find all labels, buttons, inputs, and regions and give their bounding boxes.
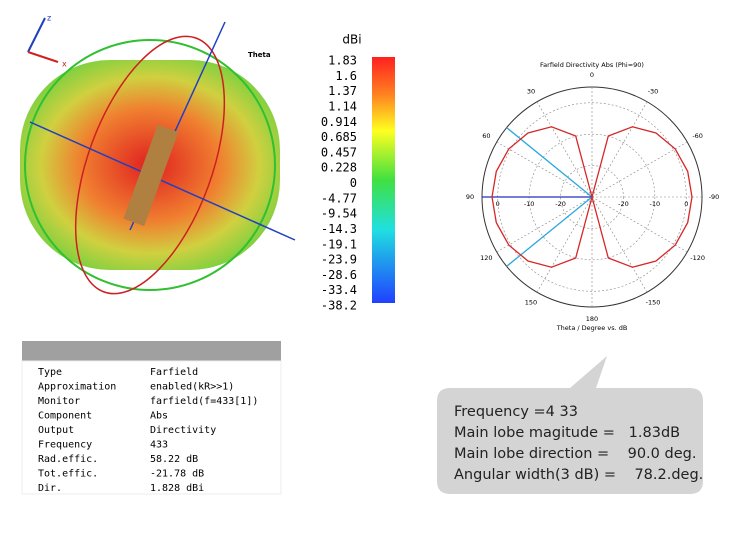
property-value: enabled(kR>>1) — [150, 382, 234, 393]
grid-ring — [560, 165, 624, 229]
polar-chart: Farfield Directivity Abs (Phi=90) Theta … — [466, 61, 719, 332]
grid-spoke — [536, 196, 593, 293]
callout-line: Main lobe magitude = 1.83dB — [454, 425, 680, 441]
property-key: Output — [38, 425, 74, 436]
axis-icon — [27, 17, 46, 53]
property-key: Dir. — [38, 483, 62, 494]
colorbar-tick-label: -33.4 — [321, 283, 357, 297]
callout: Frequency =4 33 Main lobe magitude = 1.83… — [437, 356, 703, 494]
x-axis-label: Theta / Degree vs. dB — [556, 324, 628, 332]
angle-tick-label: -30 — [648, 87, 659, 95]
pattern-curve — [491, 126, 693, 268]
axis-label: Theta — [248, 51, 271, 59]
colorbar-tick-label: 0.457 — [321, 145, 357, 159]
grid-spoke — [591, 196, 648, 293]
r-tick-label: -20 — [618, 200, 629, 208]
grid-spoke — [591, 141, 688, 198]
colorbar-tick-label: -19.1 — [321, 237, 357, 251]
angle-tick-label: -150 — [646, 299, 661, 307]
property-table: Type Farfield Approximation enabled(kR>>1) M… — [21, 341, 282, 495]
colorbar-tick-label: -9.54 — [321, 207, 357, 221]
colorbar-tick-label: -38.2 — [321, 299, 357, 313]
callout-line: Frequency =4 33 — [454, 404, 578, 420]
callout-bubble — [437, 356, 703, 494]
grid-spoke — [591, 196, 688, 253]
chart-title: Farfield Directivity Abs (Phi=90) — [540, 61, 644, 69]
property-value: 433 — [150, 440, 168, 451]
angle-tick-label: -60 — [692, 132, 703, 140]
property-key: Approximation — [38, 382, 116, 393]
axis-icon — [27, 51, 59, 63]
colorbar-tick-label: 0.914 — [321, 115, 357, 129]
grid-spoke — [591, 101, 648, 198]
colorbar-tick-label: -4.77 — [321, 191, 357, 205]
grid-spoke — [496, 196, 593, 253]
r-tick-label: -10 — [650, 200, 661, 208]
colorbar-scale — [372, 57, 395, 303]
callout-line: Main lobe direction = 90.0 deg. — [454, 446, 696, 462]
property-value: Directivity — [150, 425, 216, 436]
property-value: -21.78 dB — [150, 469, 204, 480]
colorbar-tick-label: 1.37 — [328, 84, 357, 98]
angle-tick-label: 0 — [590, 71, 594, 79]
angle-tick-label: 150 — [525, 299, 537, 307]
angle-tick-label: 60 — [482, 132, 490, 140]
property-value: farfield(f=433[1]) — [150, 396, 258, 407]
colorbar-tick-label: 0 — [350, 176, 357, 190]
axis — [29, 121, 296, 241]
colorbar-tick-label: -28.6 — [321, 268, 357, 282]
angle-tick-label: -90 — [709, 193, 720, 201]
property-key: Frequency — [38, 440, 92, 451]
colorbar-unit: dBi — [342, 33, 361, 47]
colorbar-tick-label: -14.3 — [321, 222, 357, 236]
property-key: Monitor — [38, 396, 80, 407]
colorbar-tick-label: 1.83 — [328, 54, 357, 68]
property-value: Farfield — [150, 367, 198, 378]
colorbar-tick-label: 0.228 — [321, 161, 357, 175]
property-value: 58.22 dB — [150, 454, 198, 465]
direction-marker — [506, 196, 593, 267]
axis-label: x — [62, 60, 67, 69]
r-tick-label: 0 — [684, 200, 688, 208]
r-tick-label: -10 — [524, 200, 535, 208]
angle-tick-label: -120 — [690, 254, 705, 262]
angle-tick-label: 90 — [466, 193, 474, 201]
grid-spoke — [536, 101, 593, 198]
colorbar-tick-label: 1.6 — [335, 69, 357, 83]
angle-tick-label: 180 — [586, 315, 598, 323]
r-tick-label: 0 — [496, 200, 500, 208]
property-key: Rad.effic. — [38, 454, 98, 465]
property-key: Tot.effic. — [38, 469, 98, 480]
property-key: Type — [38, 367, 62, 378]
table-body — [21, 360, 282, 495]
table-header — [22, 341, 281, 361]
colorbar-tick-label: 1.14 — [328, 99, 357, 113]
angle-tick-label: 120 — [480, 254, 492, 262]
angle-tick-label: 30 — [527, 87, 535, 95]
property-key: Component — [38, 411, 92, 422]
property-value: Abs — [150, 411, 168, 422]
grid-spoke — [496, 141, 593, 198]
callout-line: Angular width(3 dB) = 78.2.deg. — [454, 467, 703, 483]
grid-ring — [497, 102, 687, 292]
colorbar-tick-label: 0.685 — [321, 130, 357, 144]
colorbar-tick-label: -23.9 — [321, 253, 357, 267]
property-value: 1.828 dBi — [150, 483, 204, 494]
ring — [74, 35, 226, 295]
3d-render: z x Theta — [20, 14, 296, 295]
ring — [24, 39, 276, 291]
antenna — [123, 124, 179, 227]
direction-marker — [506, 127, 593, 198]
axis-label: z — [47, 14, 51, 23]
r-tick-label: -20 — [555, 200, 566, 208]
